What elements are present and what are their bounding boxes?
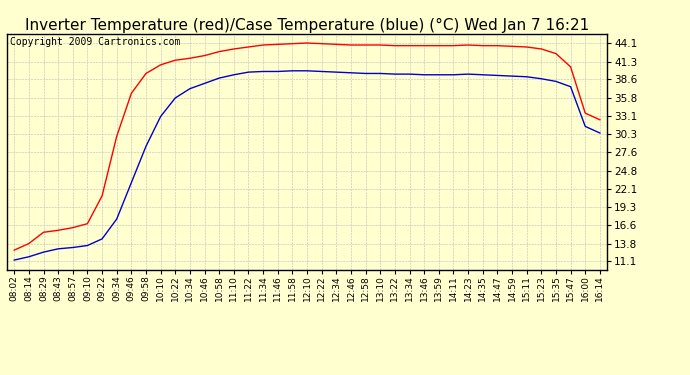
Title: Inverter Temperature (red)/Case Temperature (blue) (°C) Wed Jan 7 16:21: Inverter Temperature (red)/Case Temperat… (25, 18, 589, 33)
Text: Copyright 2009 Cartronics.com: Copyright 2009 Cartronics.com (10, 37, 180, 47)
